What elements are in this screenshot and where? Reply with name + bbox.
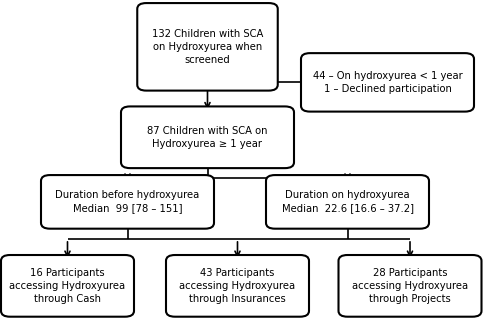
Text: 16 Participants
accessing Hydroxyurea
through Cash: 16 Participants accessing Hydroxyurea th… bbox=[10, 268, 126, 304]
FancyBboxPatch shape bbox=[266, 175, 429, 229]
Text: Duration before hydroxyurea
Median  99 [78 – 151]: Duration before hydroxyurea Median 99 [7… bbox=[56, 190, 200, 214]
Text: 87 Children with SCA on
Hydroxyurea ≥ 1 year: 87 Children with SCA on Hydroxyurea ≥ 1 … bbox=[147, 126, 268, 149]
Text: Duration on hydroxyurea
Median  22.6 [16.6 – 37.2]: Duration on hydroxyurea Median 22.6 [16.… bbox=[282, 190, 414, 214]
FancyBboxPatch shape bbox=[166, 255, 309, 317]
FancyBboxPatch shape bbox=[121, 107, 294, 168]
FancyBboxPatch shape bbox=[301, 53, 474, 112]
FancyBboxPatch shape bbox=[1, 255, 134, 317]
Text: 44 – On hydroxyurea < 1 year
1 – Declined participation: 44 – On hydroxyurea < 1 year 1 – Decline… bbox=[312, 71, 462, 94]
FancyBboxPatch shape bbox=[137, 3, 278, 90]
Text: 132 Children with SCA
on Hydroxyurea when
screened: 132 Children with SCA on Hydroxyurea whe… bbox=[152, 29, 263, 65]
FancyBboxPatch shape bbox=[338, 255, 482, 317]
FancyBboxPatch shape bbox=[41, 175, 214, 229]
Text: 43 Participants
accessing Hydroxyurea
through Insurances: 43 Participants accessing Hydroxyurea th… bbox=[180, 268, 296, 304]
Text: 28 Participants
accessing Hydroxyurea
through Projects: 28 Participants accessing Hydroxyurea th… bbox=[352, 268, 468, 304]
